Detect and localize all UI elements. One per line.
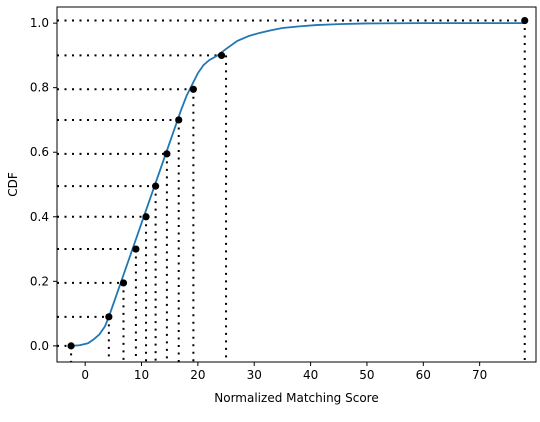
data-point-marker	[142, 213, 150, 221]
y-tick-label: 0.4	[30, 210, 49, 224]
x-tick-label: 50	[359, 368, 374, 382]
x-tick-label: 10	[134, 368, 149, 382]
y-tick-label: 0.2	[30, 274, 49, 288]
y-axis-ticks: 0.0 0.2 0.4 0.6 0.8 1.0	[30, 16, 57, 353]
data-point-marker	[132, 245, 140, 253]
y-tick-label: 0.6	[30, 145, 49, 159]
x-axis-ticks: 0 10 20 30 40 50 60 70	[81, 362, 487, 382]
y-tick-label: 0.0	[30, 339, 49, 353]
x-tick-label: 40	[303, 368, 318, 382]
x-tick-label: 60	[416, 368, 431, 382]
y-axis-label: CDF	[6, 172, 20, 197]
x-tick-label: 0	[81, 368, 89, 382]
x-tick-label: 30	[247, 368, 262, 382]
y-tick-label: 0.8	[30, 81, 49, 95]
x-axis-label: Normalized Matching Score	[214, 391, 378, 405]
data-point-marker	[119, 279, 128, 287]
x-tick-label: 20	[190, 368, 205, 382]
data-point-marker	[105, 313, 113, 321]
cdf-series-line	[71, 22, 525, 347]
plot-frame	[56, 6, 537, 363]
guide-lines-layer	[57, 19, 526, 362]
data-point-marker	[189, 85, 197, 93]
y-tick-label: 1.0	[30, 16, 49, 30]
x-tick-label: 70	[472, 368, 487, 382]
data-point-marker	[217, 51, 226, 60]
data-point-marker	[152, 182, 160, 190]
markers-layer	[67, 16, 529, 350]
data-point-marker	[67, 342, 75, 350]
data-point-marker	[163, 150, 171, 158]
data-point-marker	[175, 116, 183, 124]
data-point-marker	[521, 16, 529, 25]
